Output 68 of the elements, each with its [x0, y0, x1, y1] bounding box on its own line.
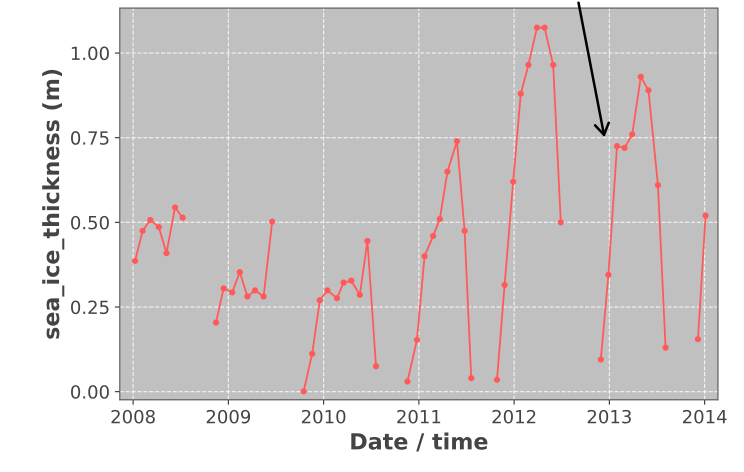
y-tick-label: 1.00	[72, 46, 109, 60]
point	[334, 295, 340, 302]
x-tick-label: 2012	[492, 410, 536, 424]
point	[309, 350, 316, 357]
point	[598, 356, 604, 363]
point	[621, 144, 628, 151]
point	[414, 336, 420, 343]
point	[269, 218, 276, 225]
point	[316, 297, 323, 304]
point	[629, 131, 636, 138]
point	[494, 376, 500, 383]
point	[436, 216, 443, 222]
point	[550, 62, 556, 68]
point	[324, 287, 331, 294]
point	[372, 363, 380, 370]
point	[702, 212, 709, 219]
point	[132, 258, 138, 264]
point	[501, 282, 508, 288]
point	[229, 289, 236, 296]
x-axis-title: Date / time	[351, 432, 488, 452]
y-tick-label: 0.50	[71, 216, 109, 230]
point	[541, 24, 548, 31]
point	[468, 374, 474, 382]
point	[147, 216, 154, 224]
x-tick-label: 2013	[588, 410, 631, 424]
x-tick-label: 2008	[111, 410, 155, 424]
point	[172, 204, 178, 211]
y-tick-label: 0.00	[71, 385, 109, 399]
y-axis-title: sea_ice_thickness (m)	[42, 70, 64, 339]
point	[212, 319, 220, 326]
point	[300, 388, 307, 394]
point	[163, 250, 170, 256]
x-tick-label: 2010	[302, 410, 346, 424]
y-tick-label: 0.75	[71, 131, 108, 145]
point	[454, 138, 460, 144]
x-tick-label: 2011	[397, 410, 440, 424]
x-tick-label: 2009	[206, 410, 250, 424]
point	[430, 232, 436, 240]
point	[364, 238, 371, 244]
point	[348, 277, 354, 284]
point	[534, 24, 540, 31]
point	[525, 62, 532, 68]
point	[180, 214, 186, 221]
point	[140, 228, 146, 234]
point	[510, 178, 516, 185]
point	[654, 182, 662, 188]
x-tick-label: 2014	[682, 410, 727, 424]
point	[605, 272, 612, 278]
point	[645, 87, 652, 94]
point	[236, 269, 243, 276]
point	[244, 293, 251, 300]
point	[220, 285, 227, 292]
point	[356, 292, 363, 298]
point	[421, 253, 428, 260]
point	[518, 90, 524, 97]
y-tick-label: 0.25	[71, 300, 108, 314]
point	[252, 287, 258, 294]
point	[156, 224, 162, 230]
point	[260, 293, 267, 300]
point	[558, 219, 564, 226]
point	[461, 228, 468, 234]
point	[340, 280, 347, 286]
point	[638, 74, 644, 80]
point	[404, 378, 411, 385]
point	[662, 344, 669, 351]
point	[694, 336, 702, 342]
point	[444, 168, 451, 175]
point	[614, 143, 620, 150]
